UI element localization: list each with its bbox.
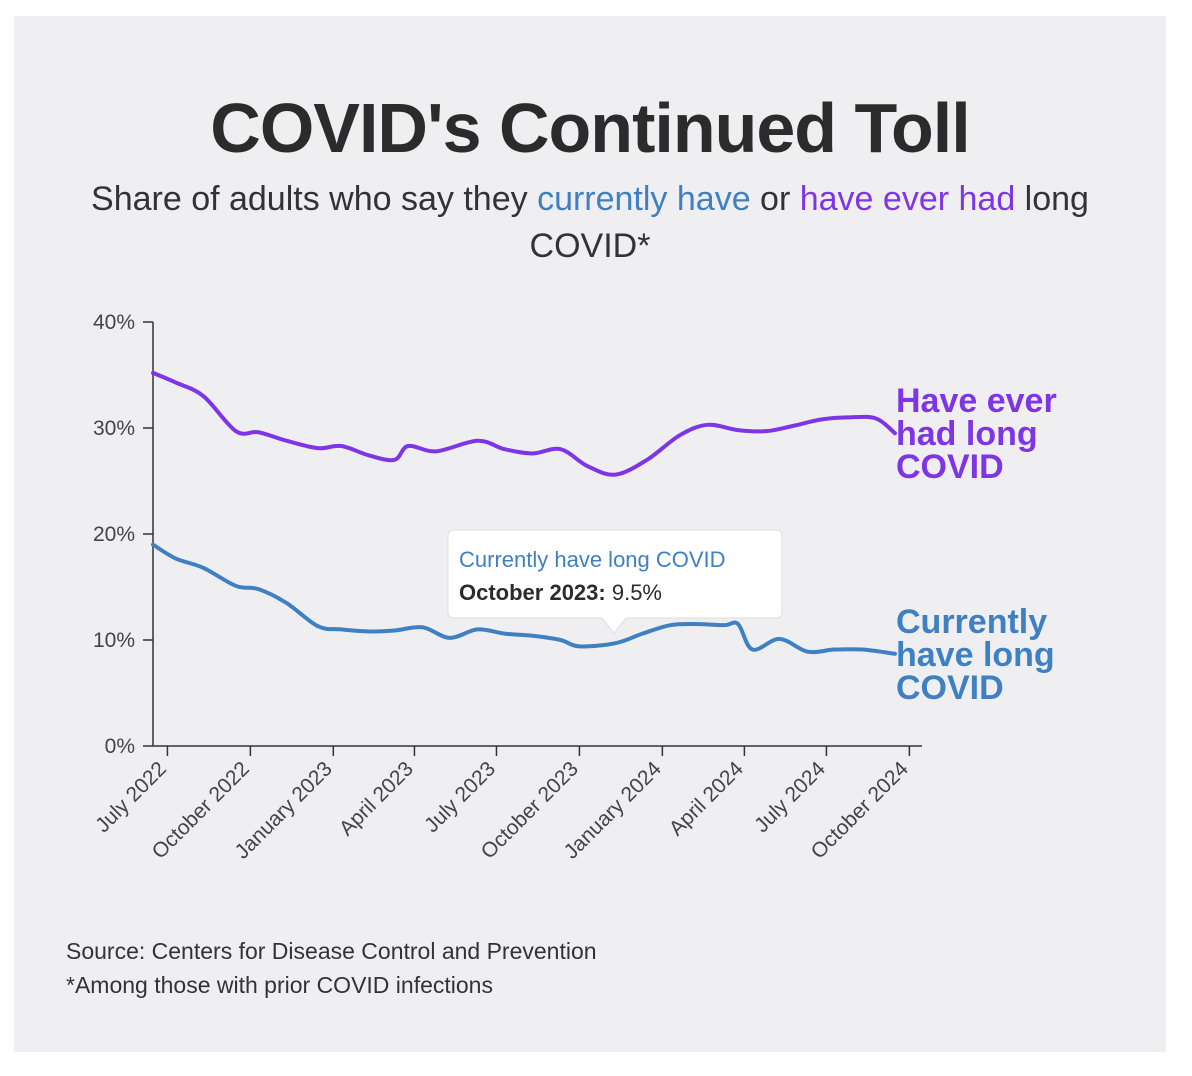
y-tick-label: 10% bbox=[93, 629, 135, 652]
x-tick-label: July 2024 bbox=[750, 757, 830, 837]
subtitle-text: Share of adults who say they bbox=[91, 180, 538, 218]
source-note: Source: Centers for Disease Control and … bbox=[66, 938, 597, 964]
subtitle-text-or: or bbox=[750, 180, 800, 218]
tooltip-title: Currently have long COVID bbox=[459, 547, 726, 572]
tooltip-date: October 2023: bbox=[459, 580, 612, 605]
tooltip-box bbox=[447, 529, 783, 634]
series-label-currently: Currently bbox=[896, 603, 1047, 641]
x-tick-label: July 2022 bbox=[91, 757, 171, 837]
y-tick-label: 20% bbox=[93, 523, 135, 546]
tooltip-value: October 2023: 9.5% bbox=[459, 580, 662, 605]
chart-title: COVID's Continued Toll bbox=[210, 89, 970, 167]
y-tick-label: 0% bbox=[105, 735, 135, 758]
chart-footer: Source: Centers for Disease Control and … bbox=[66, 934, 597, 1002]
footnote: *Among those with prior COVID infections bbox=[66, 972, 493, 998]
y-tick-label: 30% bbox=[93, 417, 135, 440]
subtitle-currently-highlight: currently have bbox=[537, 180, 751, 218]
x-tick-label: July 2023 bbox=[420, 757, 500, 837]
y-tick-label: 40% bbox=[93, 311, 135, 334]
chart-card: COVID's Continued Toll Share of adults w… bbox=[14, 16, 1166, 1052]
series-line-ever bbox=[151, 370, 897, 477]
series-label-currently: COVID bbox=[896, 669, 1004, 707]
chart-subtitle: Share of adults who say they currently h… bbox=[84, 176, 1096, 270]
subtitle-ever-highlight: have ever had bbox=[799, 180, 1016, 218]
tooltip: Currently have long COVID October 2023: 9… bbox=[447, 529, 783, 634]
series-label-ever: Have ever bbox=[896, 382, 1057, 420]
subtitle-text-after: long COVID* bbox=[529, 180, 1089, 265]
series-label-ever: had long bbox=[896, 415, 1038, 453]
x-tick-label: April 2023 bbox=[335, 757, 418, 840]
series-label-ever: COVID bbox=[896, 448, 1004, 486]
x-tick-label: April 2024 bbox=[665, 757, 748, 840]
series-line-currently bbox=[151, 542, 897, 656]
series-label-currently: have long bbox=[896, 636, 1055, 674]
tooltip-number: 9.5% bbox=[612, 580, 662, 605]
